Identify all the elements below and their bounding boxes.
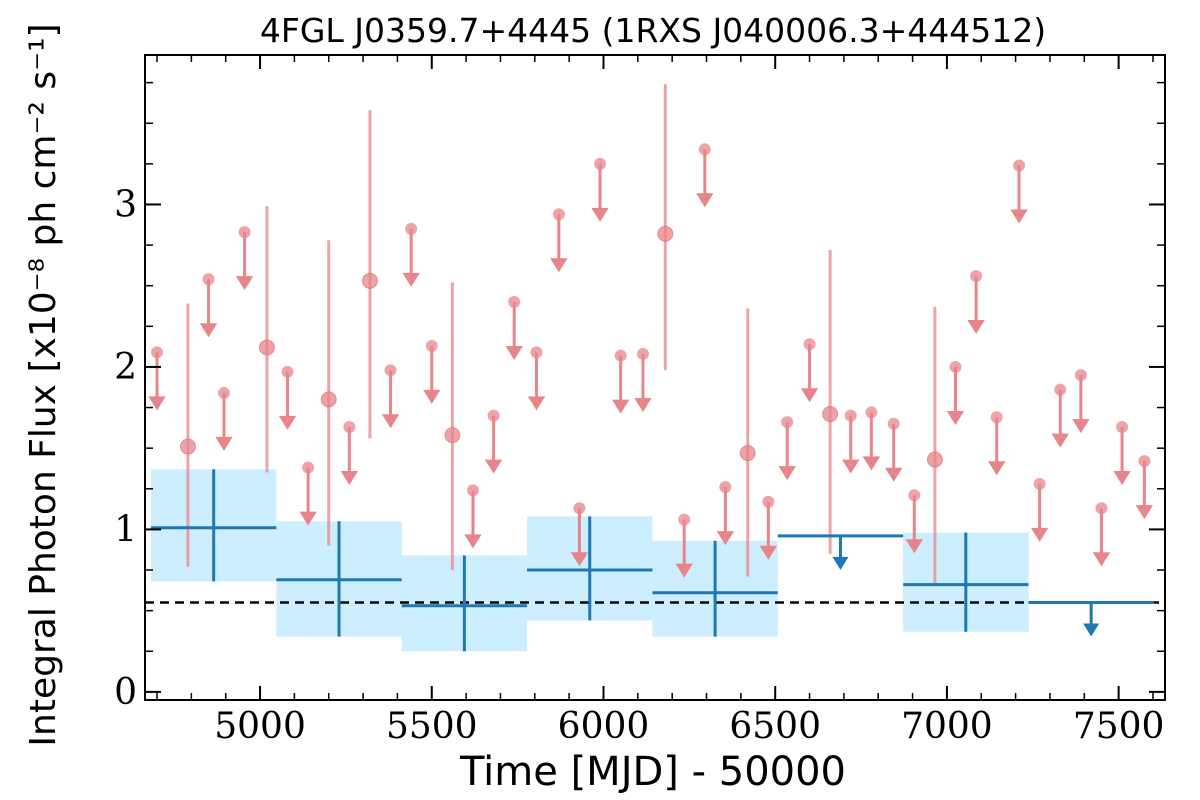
short-bin-ul-arrow-head xyxy=(550,258,568,273)
short-bin-ul-arrow-head xyxy=(885,467,903,482)
plot-area xyxy=(145,84,1165,652)
short-bin-ul-arrow-head xyxy=(634,397,652,412)
short-bin-ul-arrow-head xyxy=(1113,471,1131,486)
short-bin-ul-arrow-head xyxy=(402,272,420,287)
short-bin-ul-arrow-head xyxy=(1092,552,1111,567)
short-bin-ul-arrow-head xyxy=(1030,527,1049,542)
x-tick-label: 6500 xyxy=(729,706,821,747)
short-bin-ul-arrow-head xyxy=(215,436,233,451)
short-bin-point xyxy=(926,451,943,468)
short-bin-ul-arrow-head xyxy=(484,459,503,474)
short-bin-ul-arrow-head xyxy=(381,414,400,429)
short-bin-ul-arrow-head xyxy=(675,563,693,578)
short-bin-point xyxy=(361,272,378,289)
x-tick-label: 6000 xyxy=(558,706,650,747)
short-bin-ul-arrow-head xyxy=(1051,433,1069,448)
short-bin-ul-arrow-head xyxy=(527,396,546,411)
short-bin-ul-arrow-head xyxy=(988,461,1006,476)
short-bin-point xyxy=(320,391,337,408)
short-bin-ul-arrow-head xyxy=(1010,209,1028,224)
short-bin-ul-arrow-head xyxy=(967,319,985,334)
y-tick-label: 2 xyxy=(114,347,137,388)
short-bin-point xyxy=(444,427,461,444)
plot-frame xyxy=(144,54,1166,701)
y-tick-label: 0 xyxy=(114,672,137,713)
chart-title: 4FGL J0359.7+4445 (1RXS J040006.3+444512… xyxy=(260,11,1046,50)
short-bin-ul-arrow-head xyxy=(299,511,317,526)
short-bin-ul-arrow-head xyxy=(759,545,778,560)
short-bin-ul-arrow-head xyxy=(696,193,714,208)
short-bin-ul-arrow-head xyxy=(278,415,297,430)
y-axis-label: Integral Photon Flux [x10⁻⁸ ph cm⁻² s⁻¹] xyxy=(23,23,64,746)
short-bin-point xyxy=(258,339,275,356)
short-bin-ul-arrow-head xyxy=(570,552,589,567)
short-bin-ul-arrow-head xyxy=(199,323,218,338)
short-bin-ul-arrow-head xyxy=(235,276,254,291)
short-bin-ul-arrow-head xyxy=(778,466,796,481)
y-tick-label: 3 xyxy=(114,184,137,225)
short-bin-ul-arrow-head xyxy=(464,534,482,549)
long-bin-ul-arrow-head xyxy=(1083,623,1100,637)
short-bin-ul-arrow-head xyxy=(591,207,609,222)
short-bin-ul-arrow-head xyxy=(1135,505,1154,520)
short-bin-point xyxy=(179,438,196,455)
short-bin-ul-arrow-head xyxy=(148,396,166,411)
short-bin-ul-arrow-head xyxy=(842,459,860,474)
x-tick-label: 5500 xyxy=(386,706,478,747)
short-bin-ul-marker xyxy=(1095,502,1108,515)
x-tick-label: 5000 xyxy=(214,706,306,747)
short-bin-ul-arrow-head xyxy=(905,539,923,554)
x-tick-label: 7500 xyxy=(1073,706,1165,747)
axis-ticks: 5000 5500 6000 6500 7000 7500 0 1 2 3 xyxy=(114,55,1165,747)
long-bin-ul-arrow-head xyxy=(832,556,849,570)
short-bin-point xyxy=(657,225,674,242)
short-bin-ul-arrow-head xyxy=(946,410,965,425)
short-bin-ul-arrow-head xyxy=(800,388,819,403)
short-bin-ul-arrow-head xyxy=(423,389,441,404)
short-bin-ul-arrow-head xyxy=(1072,419,1090,434)
x-tick-label: 7000 xyxy=(901,706,993,747)
short-bin-ul-arrow-head xyxy=(611,399,630,414)
y-tick-label: 1 xyxy=(114,509,137,550)
short-bin-ul-arrow-head xyxy=(505,345,523,360)
short-bin-point xyxy=(739,445,756,462)
x-axis-label: Time [MJD] - 50000 xyxy=(459,749,846,795)
short-bin-ul-arrow-head xyxy=(340,471,359,486)
short-bin-ul-marker xyxy=(573,502,586,515)
short-bin-ul-arrow-head xyxy=(862,456,881,471)
short-bin-ul-arrow-head xyxy=(716,531,735,546)
short-bin-point xyxy=(822,406,839,423)
